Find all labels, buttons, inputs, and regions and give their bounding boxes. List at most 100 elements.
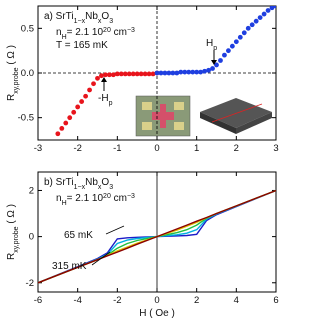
- sample-label-part: b) SrTi: [44, 177, 74, 188]
- data-point: [67, 115, 73, 121]
- data-point: [229, 43, 235, 49]
- x-tick-label: 2: [234, 143, 239, 154]
- density-label-part: −3: [127, 193, 135, 200]
- data-point: [257, 15, 263, 21]
- x-tick-label: -6: [34, 295, 42, 306]
- temperature-label: T = 165 mK: [56, 40, 108, 51]
- data-point: [83, 93, 88, 99]
- data-point: [142, 71, 148, 77]
- minus-hp-arrow-head: [101, 77, 107, 82]
- data-point: [71, 109, 77, 115]
- series-label-arrow: [91, 251, 111, 266]
- data-point: [166, 70, 172, 76]
- data-point: [158, 70, 164, 76]
- inset-device: [200, 98, 272, 134]
- plot-area: [38, 6, 276, 140]
- x-tick-label: 3: [273, 143, 278, 154]
- density-label: nH= 2.1 1020 cm−3: [56, 193, 135, 207]
- data-point: [126, 71, 132, 77]
- data-point: [241, 30, 247, 36]
- x-tick-label: 2: [194, 295, 199, 306]
- data-point: [178, 69, 184, 75]
- data-point: [226, 48, 231, 54]
- sample-label-part: Nb: [85, 177, 98, 188]
- y-tick-label: 0.5: [21, 23, 34, 34]
- data-point: [265, 8, 271, 13]
- data-point: [122, 71, 128, 77]
- data-point: [182, 69, 188, 75]
- y-axis-label-part: xy,probe: [13, 226, 20, 252]
- sample-label-part: x: [98, 184, 102, 191]
- data-point: [95, 75, 100, 81]
- data-point: [138, 71, 144, 77]
- x-tick-label: -1: [113, 143, 121, 154]
- sample-label-part: 3: [109, 18, 113, 25]
- density-label-part: H: [62, 200, 67, 207]
- sample-label-part: 3: [109, 184, 113, 191]
- data-point: [55, 131, 61, 137]
- data-point: [273, 6, 276, 9]
- data-point: [186, 69, 192, 75]
- data-point: [59, 125, 65, 131]
- data-point: [206, 67, 211, 73]
- density-label-part: n: [56, 193, 62, 204]
- data-point: [99, 73, 104, 79]
- density-label-part: H: [62, 34, 67, 41]
- data-point: [150, 71, 156, 77]
- data-point: [198, 69, 204, 75]
- sample-label-part: 1−x: [74, 18, 86, 25]
- density-label-part: cm: [111, 193, 127, 204]
- data-point: [194, 69, 200, 75]
- series-label: 315 mK: [52, 261, 87, 272]
- density-label-part: 20: [103, 193, 111, 200]
- data-point: [210, 66, 215, 71]
- density-label-part: = 2.1 10: [67, 193, 104, 204]
- data-point: [170, 70, 176, 76]
- data-point: [146, 71, 152, 77]
- data-point: [253, 18, 259, 24]
- hp-label-part: p: [213, 45, 217, 52]
- data-point: [237, 34, 243, 40]
- density-label-part: −3: [127, 27, 135, 34]
- x-tick-label: -3: [34, 143, 42, 154]
- x-axis-label: H ( Oe ): [139, 308, 175, 319]
- y-axis-label-part: xy,probe: [13, 67, 20, 93]
- data-point: [245, 25, 251, 31]
- hp-arrow-head: [211, 60, 217, 65]
- data-point: [75, 104, 81, 110]
- density-label-part: = 2.1 10: [67, 27, 104, 38]
- minus-hp-label-part: -H: [98, 93, 109, 104]
- data-point: [134, 71, 140, 77]
- data-point: [110, 72, 116, 78]
- x-tick-label: -2: [113, 295, 121, 306]
- data-point: [63, 120, 69, 126]
- minus-hp-label: -Hp: [98, 93, 113, 107]
- data-point: [87, 87, 92, 93]
- sample-label-part: O: [101, 177, 109, 188]
- y-axis-label-part: ( Ω ): [6, 204, 17, 226]
- y-tick-label: -2: [26, 278, 34, 289]
- minus-hp-label-part: p: [109, 100, 113, 107]
- hp-label-part: H: [206, 38, 213, 49]
- sample-label-part: x: [98, 18, 102, 25]
- sample-label-part: Nb: [85, 11, 98, 22]
- inset-micrograph: [135, 95, 191, 137]
- data-point: [154, 70, 160, 76]
- y-axis-label: Rxy,probe ( Ω ): [6, 204, 20, 260]
- sample-label: a) SrTi1−xNbxO3: [44, 11, 113, 25]
- x-tick-label: 4: [234, 295, 239, 306]
- data-point: [79, 99, 85, 104]
- data-point: [233, 39, 239, 45]
- y-axis-label-part: R: [6, 94, 17, 101]
- data-point: [91, 81, 96, 87]
- y-axis-label-part: R: [6, 253, 17, 260]
- density-label-part: n: [56, 27, 62, 38]
- series-label: 65 mK: [64, 230, 93, 241]
- y-tick-label: -0.5: [18, 113, 34, 124]
- density-label: nH= 2.1 1020 cm−3: [56, 27, 135, 41]
- data-point: [107, 72, 112, 78]
- x-tick-label: 0: [154, 143, 159, 154]
- y-axis-label: Rxy,probe ( Ω ): [6, 45, 20, 101]
- y-tick-label: 2: [29, 185, 34, 196]
